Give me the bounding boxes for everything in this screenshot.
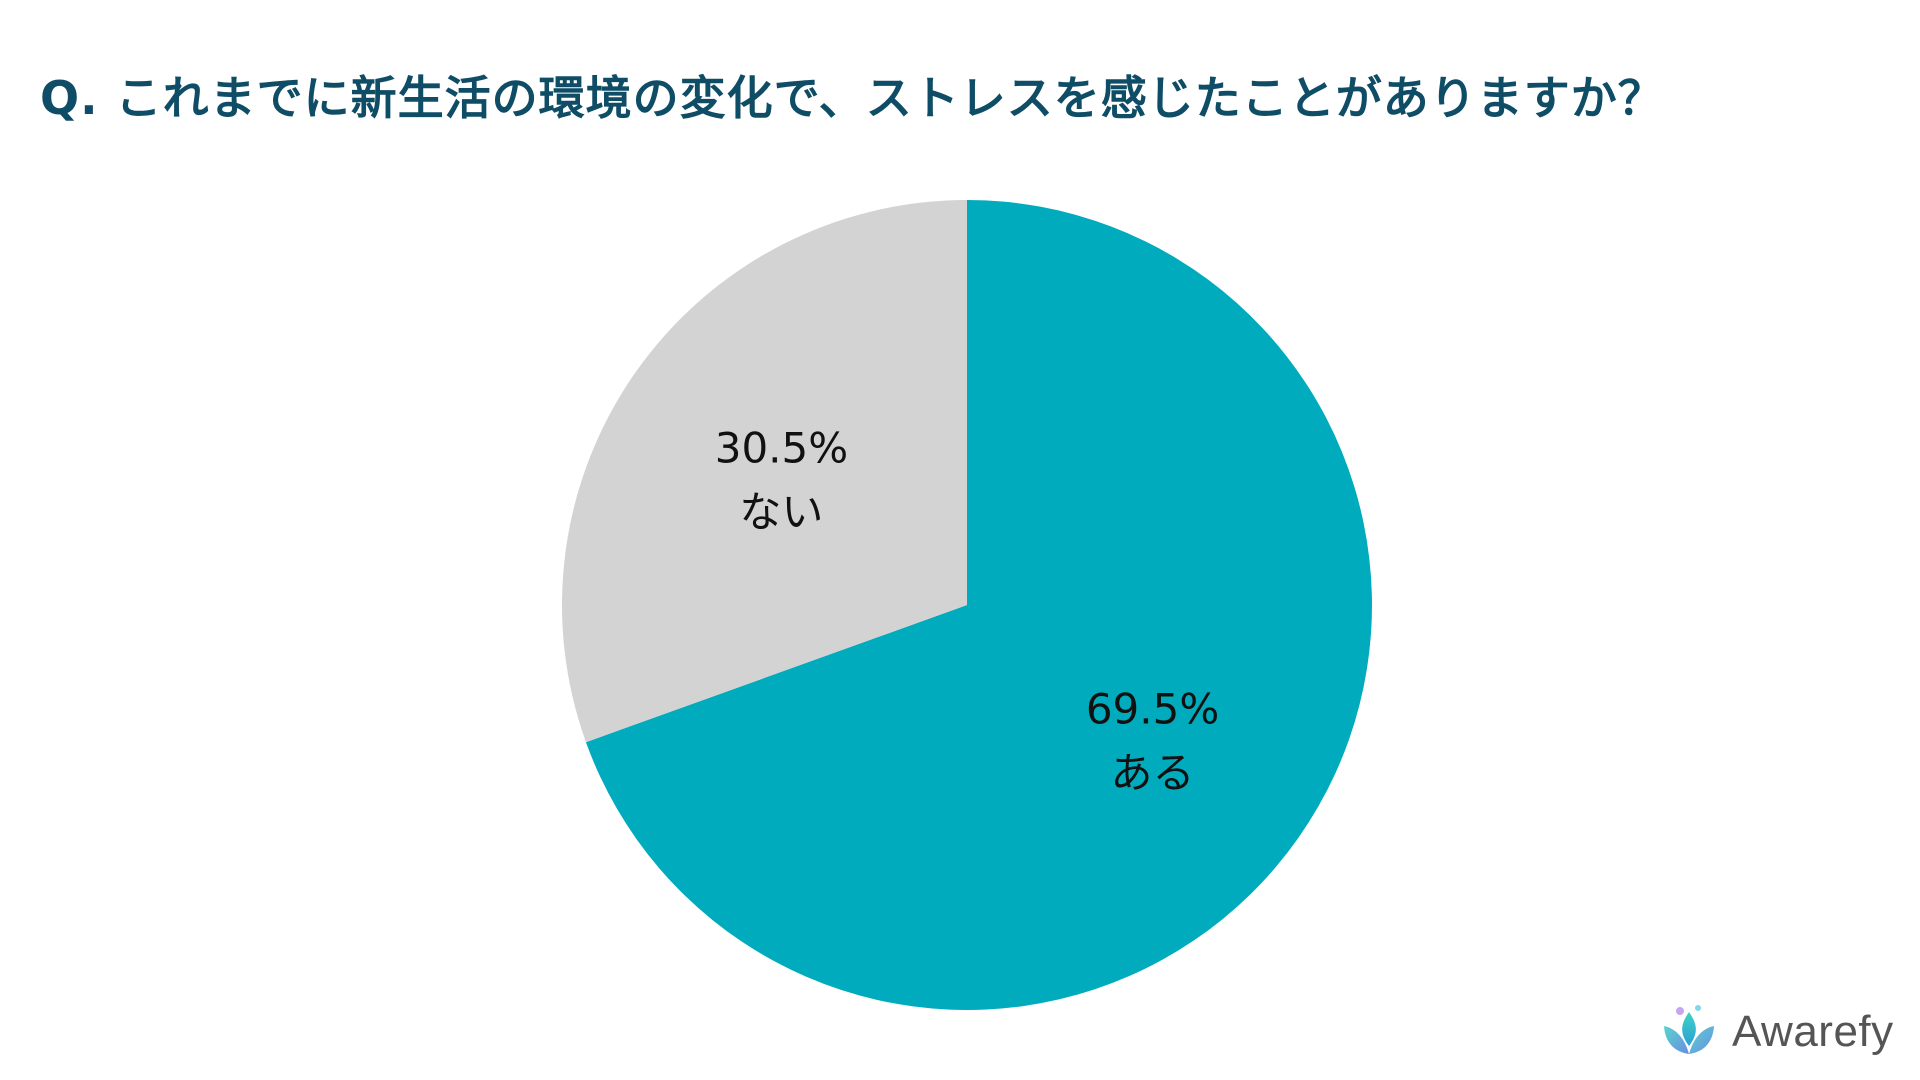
slice-category-label-1: ない (739, 488, 823, 537)
pie-slice-0 (585, 200, 1372, 1010)
chart-title: Q. これまでに新生活の環境の変化で、ストレスを感じたことがありますか？ (40, 71, 1665, 125)
slice-value-label-0: 69.5% (1086, 684, 1219, 733)
brand-logo: Awarefy (1660, 1000, 1894, 1064)
pie-slice-1 (562, 200, 967, 743)
brand-name: Awarefy (1732, 1007, 1894, 1056)
slice-value-label-1: 30.5% (715, 424, 848, 473)
slice-category-label-0: ある (1111, 748, 1195, 797)
lotus-drop-icon (1664, 1005, 1714, 1054)
